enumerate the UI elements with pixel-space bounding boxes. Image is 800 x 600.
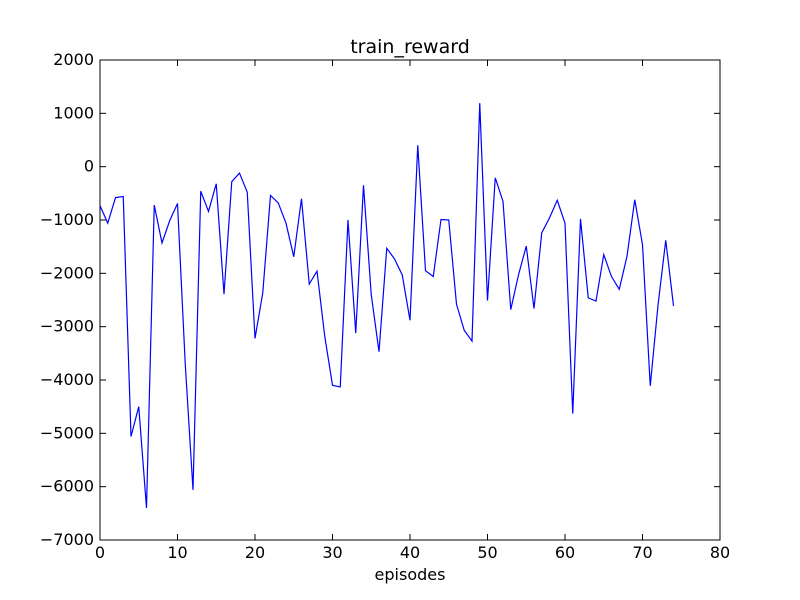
x-tick-label: 20 <box>245 543 265 562</box>
series-line <box>99 103 675 509</box>
series-group <box>99 103 675 509</box>
y-tick-label: −2000 <box>40 263 94 282</box>
x-tick-label: 40 <box>400 543 420 562</box>
y-tick-label: −7000 <box>40 530 94 549</box>
y-tick-label: 2000 <box>53 50 94 69</box>
x-tick-label: 50 <box>477 543 497 562</box>
x-tick-label: 70 <box>632 543 652 562</box>
chart-title: train_reward <box>350 36 470 58</box>
y-tick-label: −6000 <box>40 477 94 496</box>
x-tick-label: 10 <box>167 543 187 562</box>
y-tick-label: 0 <box>84 157 94 176</box>
x-axis-label: episodes <box>375 565 446 584</box>
x-tick-label: 0 <box>95 543 105 562</box>
y-tick-label: 1000 <box>53 103 94 122</box>
x-tick-label: 30 <box>322 543 342 562</box>
x-tick-label: 80 <box>710 543 730 562</box>
y-tick-label: −3000 <box>40 317 94 336</box>
y-tick-label: −1000 <box>40 210 94 229</box>
y-tick-label: −5000 <box>40 423 94 442</box>
ticks: 0 10 20 30 40 50 60 70 80 2000 1000 0 −1000 −2000 −300… <box>40 50 730 562</box>
x-tick-label: 60 <box>555 543 575 562</box>
y-tick-label: −4000 <box>40 370 94 389</box>
